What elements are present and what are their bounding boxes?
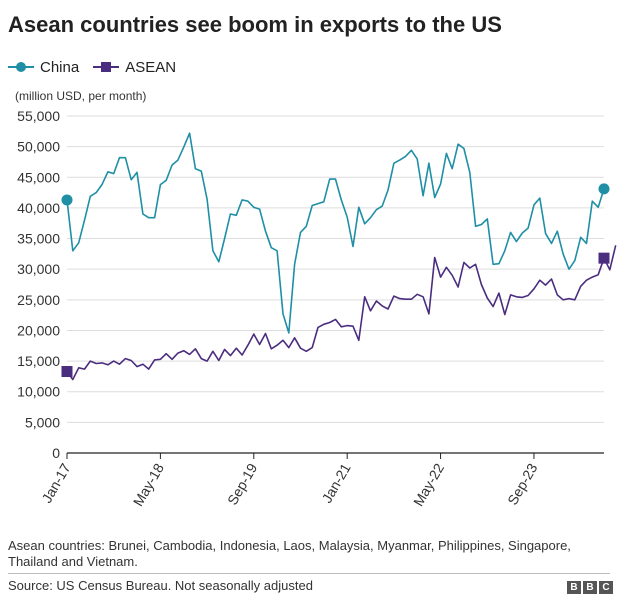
- y-tick-label: 5,000: [25, 414, 60, 430]
- series-line-china: [66, 132, 605, 334]
- legend-asean-line-icon: [93, 62, 120, 72]
- y-tick-label: 35,000: [17, 231, 60, 247]
- series-end-marker-china: [598, 183, 610, 195]
- legend-label-china: China: [40, 58, 80, 76]
- logo-letter: B: [567, 581, 581, 594]
- x-tick-label: May-18: [130, 460, 167, 509]
- y-tick-label: 0: [52, 445, 60, 461]
- logo-letter: C: [599, 581, 613, 594]
- y-tick-label: 25,000: [17, 292, 60, 308]
- line-chart: 0 5,000 10,000 15,000 20,000 25,000 30,000 35,0…: [17, 108, 617, 509]
- footer-divider: [8, 573, 610, 574]
- legend-china-line-icon: [8, 62, 34, 72]
- source-text: Source: US Census Bureau. Not seasonally…: [8, 578, 313, 593]
- series-start-marker-china: [61, 194, 73, 206]
- bbc-logo: B B C: [565, 581, 613, 594]
- legend-item-china: China: [8, 59, 79, 76]
- y-tick-label: 55,000: [17, 108, 60, 124]
- x-tick-label: Sep-19: [224, 460, 261, 507]
- series-end-marker-asean: [598, 252, 610, 264]
- x-tick-label: Sep-23: [504, 460, 541, 507]
- x-tick-label: Jan-17: [38, 460, 73, 505]
- y-tick-label: 10,000: [17, 384, 60, 400]
- x-tick-label: Jan-21: [319, 460, 354, 505]
- series-start-marker-asean: [61, 366, 73, 378]
- footnote: Asean countries: Brunei, Cambodia, Indon…: [8, 538, 571, 569]
- y-tick-label: 20,000: [17, 322, 60, 338]
- series-line-asean: [66, 245, 617, 381]
- y-tick-label: 15,000: [17, 353, 60, 369]
- y-tick-label: 45,000: [17, 169, 60, 185]
- legend-label-asean: ASEAN: [125, 58, 177, 76]
- x-tick-label: May-22: [410, 460, 447, 509]
- y-tick-label: 50,000: [17, 139, 60, 155]
- y-tick-label: 30,000: [17, 261, 60, 277]
- logo-letter: B: [583, 581, 597, 594]
- legend: China ASEAN: [8, 57, 190, 77]
- y-tick-label: 40,000: [17, 200, 60, 216]
- legend-item-asean: ASEAN: [93, 59, 176, 76]
- unit-label: (million USD, per month): [15, 89, 147, 103]
- chart-title: Asean countries see boom in exports to t…: [8, 12, 502, 37]
